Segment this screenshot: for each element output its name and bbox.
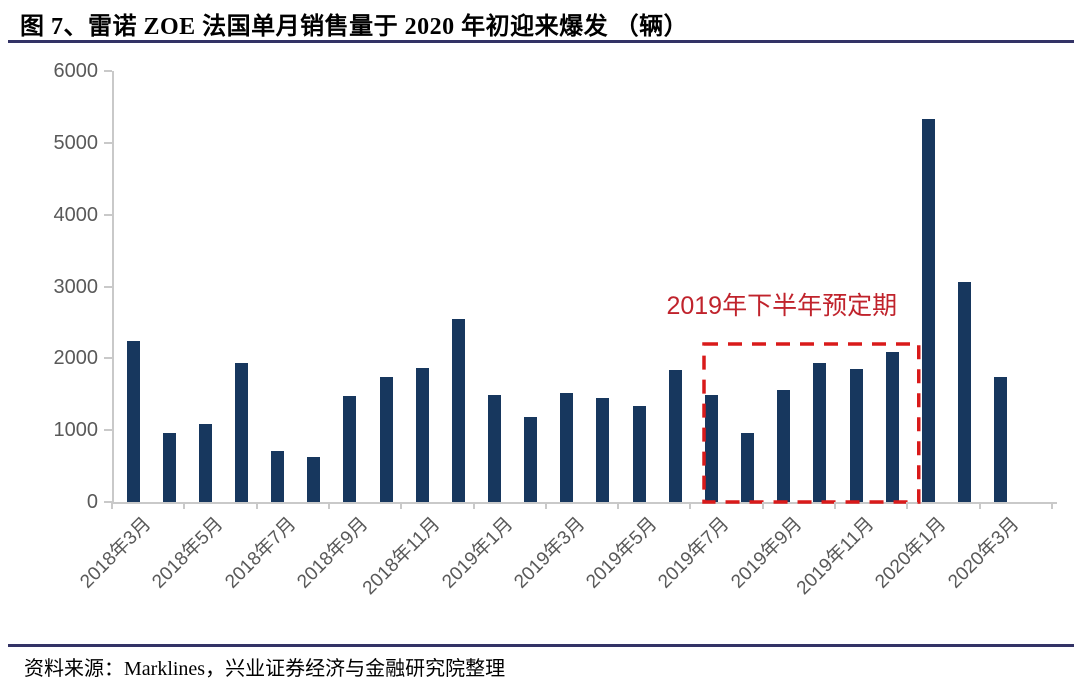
bar-2019年7月 <box>704 395 718 502</box>
y-axis-tick <box>104 357 112 360</box>
x-axis-tick <box>400 502 403 509</box>
x-axis-label-2020年3月: 2020年3月 <box>943 513 1023 593</box>
figure-title: 图 7、雷诺 ZOE 法国单月销售量于 2020 年初迎来爆发 （辆） <box>20 14 689 40</box>
x-axis-label-2019年3月: 2019年3月 <box>510 513 590 593</box>
bar-2019年5月 <box>632 406 646 502</box>
y-axis-tick <box>104 141 112 144</box>
bar-2018年4月 <box>162 433 176 502</box>
x-axis-label-2018年3月: 2018年3月 <box>76 513 156 593</box>
bar-2018年8月 <box>307 457 321 502</box>
x-axis-tick <box>327 502 330 509</box>
y-axis-tick <box>104 429 112 432</box>
y-axis-label-1000: 1000 <box>53 419 99 442</box>
bar-chart-plot-area: 2019年下半年预定期 <box>112 71 1057 504</box>
x-axis-label-2019年1月: 2019年1月 <box>437 513 517 593</box>
source-note: 资料来源：Marklines，兴业证券经济与金融研究院整理 <box>24 658 506 680</box>
x-axis-tick <box>255 502 258 509</box>
x-axis-tick <box>978 502 981 509</box>
bar-2019年1月 <box>488 395 501 502</box>
y-axis-label-6000: 6000 <box>53 60 99 82</box>
bar-2019年10月 <box>813 363 827 502</box>
bar-2018年11月 <box>415 368 429 502</box>
y-axis-tick <box>104 213 112 216</box>
y-axis-label-0: 0 <box>86 491 98 513</box>
bar-2019年6月 <box>668 370 682 502</box>
x-axis-tick <box>544 502 547 509</box>
y-axis-tick <box>104 285 112 288</box>
bar-2019年12月 <box>885 352 899 502</box>
y-axis-tick <box>104 70 112 72</box>
bar-2019年11月 <box>849 369 863 502</box>
bar-2018年3月 <box>126 341 140 502</box>
preorder-period-annotation-text: 2019年下半年预定期 <box>666 291 898 320</box>
x-axis-tick <box>834 502 836 509</box>
bar-2019年8月 <box>741 433 755 502</box>
y-axis-label-4000: 4000 <box>53 203 99 226</box>
x-axis-tick <box>1050 502 1053 509</box>
x-axis-label-2018年5月: 2018年5月 <box>148 513 228 593</box>
bar-2019年9月 <box>777 390 791 502</box>
x-axis-tick <box>183 502 186 509</box>
bar-2019年3月 <box>560 393 574 502</box>
bar-2018年12月 <box>451 319 465 502</box>
bar-2018年7月 <box>271 451 285 502</box>
y-axis-label-2000: 2000 <box>53 347 99 370</box>
footer-separator-line <box>8 644 1074 647</box>
y-axis-label-3000: 3000 <box>53 275 99 298</box>
x-axis-tick <box>111 502 113 509</box>
x-axis-tick <box>906 502 909 509</box>
bar-2020年1月 <box>921 119 935 502</box>
x-axis-label-2018年7月: 2018年7月 <box>220 513 300 593</box>
bar-2018年9月 <box>343 396 357 502</box>
bar-2019年4月 <box>596 398 610 502</box>
y-axis-tick <box>104 501 112 503</box>
x-axis-label-2019年7月: 2019年7月 <box>654 513 734 593</box>
bar-2020年2月 <box>957 282 971 502</box>
x-axis-label-2019年11月: 2019年11月 <box>792 513 879 600</box>
bar-2018年10月 <box>379 377 393 502</box>
x-axis-label-2019年5月: 2019年5月 <box>582 513 662 593</box>
x-axis-tick <box>761 502 764 509</box>
x-axis-tick <box>689 502 692 509</box>
title-separator-line <box>8 40 1074 43</box>
y-axis-label-5000: 5000 <box>53 131 99 154</box>
bar-2018年5月 <box>198 424 212 502</box>
x-axis-label-2018年11月: 2018年11月 <box>359 513 445 600</box>
x-axis-tick <box>472 502 475 509</box>
x-axis-tick <box>617 502 620 509</box>
x-axis-label-2020年1月: 2020年1月 <box>871 513 951 593</box>
bar-2019年2月 <box>524 417 538 502</box>
bar-2018年6月 <box>234 363 248 502</box>
bar-2020年3月 <box>994 377 1008 502</box>
